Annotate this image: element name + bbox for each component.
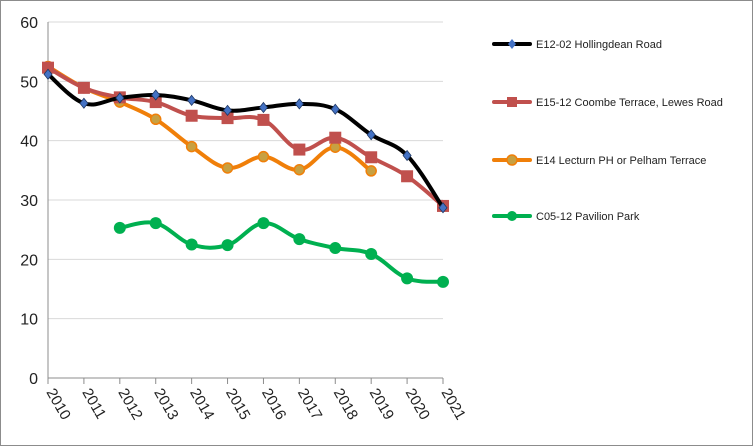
legend-marker xyxy=(507,97,517,107)
y-tick-label: 30 xyxy=(20,193,38,210)
data-point xyxy=(365,165,377,177)
x-tick-label: 2017 xyxy=(294,386,325,423)
data-point xyxy=(185,140,198,153)
data-point xyxy=(113,221,126,234)
data-point xyxy=(402,149,412,162)
data-point xyxy=(221,239,234,252)
x-tick-label: 2016 xyxy=(258,386,289,423)
data-point xyxy=(185,109,198,122)
x-tick-label: 2012 xyxy=(114,386,145,423)
data-point xyxy=(365,151,378,164)
y-tick-label: 10 xyxy=(20,312,38,329)
gridlines xyxy=(48,21,443,320)
data-point xyxy=(401,170,414,183)
data-point xyxy=(187,94,197,106)
x-axis-ticks: 2010 2011 2012 2013 2014 2015 2016 2017 2018 2019… xyxy=(43,386,469,423)
data-point xyxy=(330,103,340,115)
data-point xyxy=(437,275,449,288)
y-tick-label: 0 xyxy=(29,371,38,388)
legend-label: E14 Lecturn PH or Pelham Terrace xyxy=(536,155,706,167)
x-tick-label: 2021 xyxy=(438,386,469,423)
data-point xyxy=(43,68,53,80)
axes xyxy=(47,22,444,384)
data-point xyxy=(115,92,125,104)
y-axis-ticks: 0 10 20 30 40 50 60 xyxy=(20,15,38,388)
data-point xyxy=(257,217,270,230)
data-point xyxy=(329,131,342,144)
data-point xyxy=(365,247,378,260)
data-point xyxy=(293,233,306,246)
legend-item: C05-12 Pavilion Park xyxy=(492,211,640,223)
data-point xyxy=(151,89,161,101)
data-point xyxy=(293,163,306,176)
data-point xyxy=(257,150,270,163)
data-point xyxy=(149,113,162,126)
data-point xyxy=(438,202,448,214)
data-point xyxy=(366,129,376,141)
x-tick-label: 2010 xyxy=(43,386,74,423)
legend-item: E14 Lecturn PH or Pelham Terrace xyxy=(492,154,706,167)
legend-marker xyxy=(506,154,518,166)
series-line xyxy=(46,65,445,208)
series-1 xyxy=(42,61,449,212)
data-point xyxy=(77,81,90,94)
data-point xyxy=(42,61,54,74)
data-point xyxy=(294,98,304,110)
legend-label: E12-02 Hollingdean Road xyxy=(536,39,662,51)
legend-item: E15-12 Coombe Terrace, Lewes Road xyxy=(492,97,723,109)
data-point xyxy=(223,104,233,117)
x-tick-label: 2019 xyxy=(366,386,397,423)
data-point xyxy=(221,112,234,125)
data-point xyxy=(79,97,89,109)
y-tick-label: 40 xyxy=(20,134,38,151)
data-point xyxy=(149,217,162,230)
data-point xyxy=(329,242,342,255)
y-tick-label: 20 xyxy=(20,252,38,269)
legend-marker xyxy=(508,39,516,49)
series-3 xyxy=(113,217,449,288)
data-point xyxy=(293,143,306,156)
legend: E12-02 Hollingdean Road E15-12 Coombe Ter… xyxy=(492,39,723,223)
series-line xyxy=(117,220,445,284)
data-point xyxy=(149,96,162,109)
series-0 xyxy=(43,68,448,214)
legend-label: E15-12 Coombe Terrace, Lewes Road xyxy=(536,97,723,109)
x-tick-label: 2011 xyxy=(78,386,109,422)
data-point xyxy=(257,113,270,126)
x-tick-label: 2020 xyxy=(402,386,433,423)
x-tick-label: 2018 xyxy=(330,386,361,423)
data-point xyxy=(401,272,414,285)
x-tick-label: 2013 xyxy=(150,386,181,423)
legend-item: E12-02 Hollingdean Road xyxy=(492,39,662,51)
y-tick-label: 60 xyxy=(20,15,38,32)
legend-label: C05-12 Pavilion Park xyxy=(536,211,640,223)
data-point xyxy=(185,238,198,251)
legend-marker xyxy=(507,211,517,221)
x-tick-label: 2015 xyxy=(222,386,253,423)
x-tick-label: 2014 xyxy=(186,386,217,423)
data-point xyxy=(221,162,234,174)
data-point xyxy=(258,101,268,114)
series-group xyxy=(42,60,449,288)
y-tick-label: 50 xyxy=(20,74,38,91)
